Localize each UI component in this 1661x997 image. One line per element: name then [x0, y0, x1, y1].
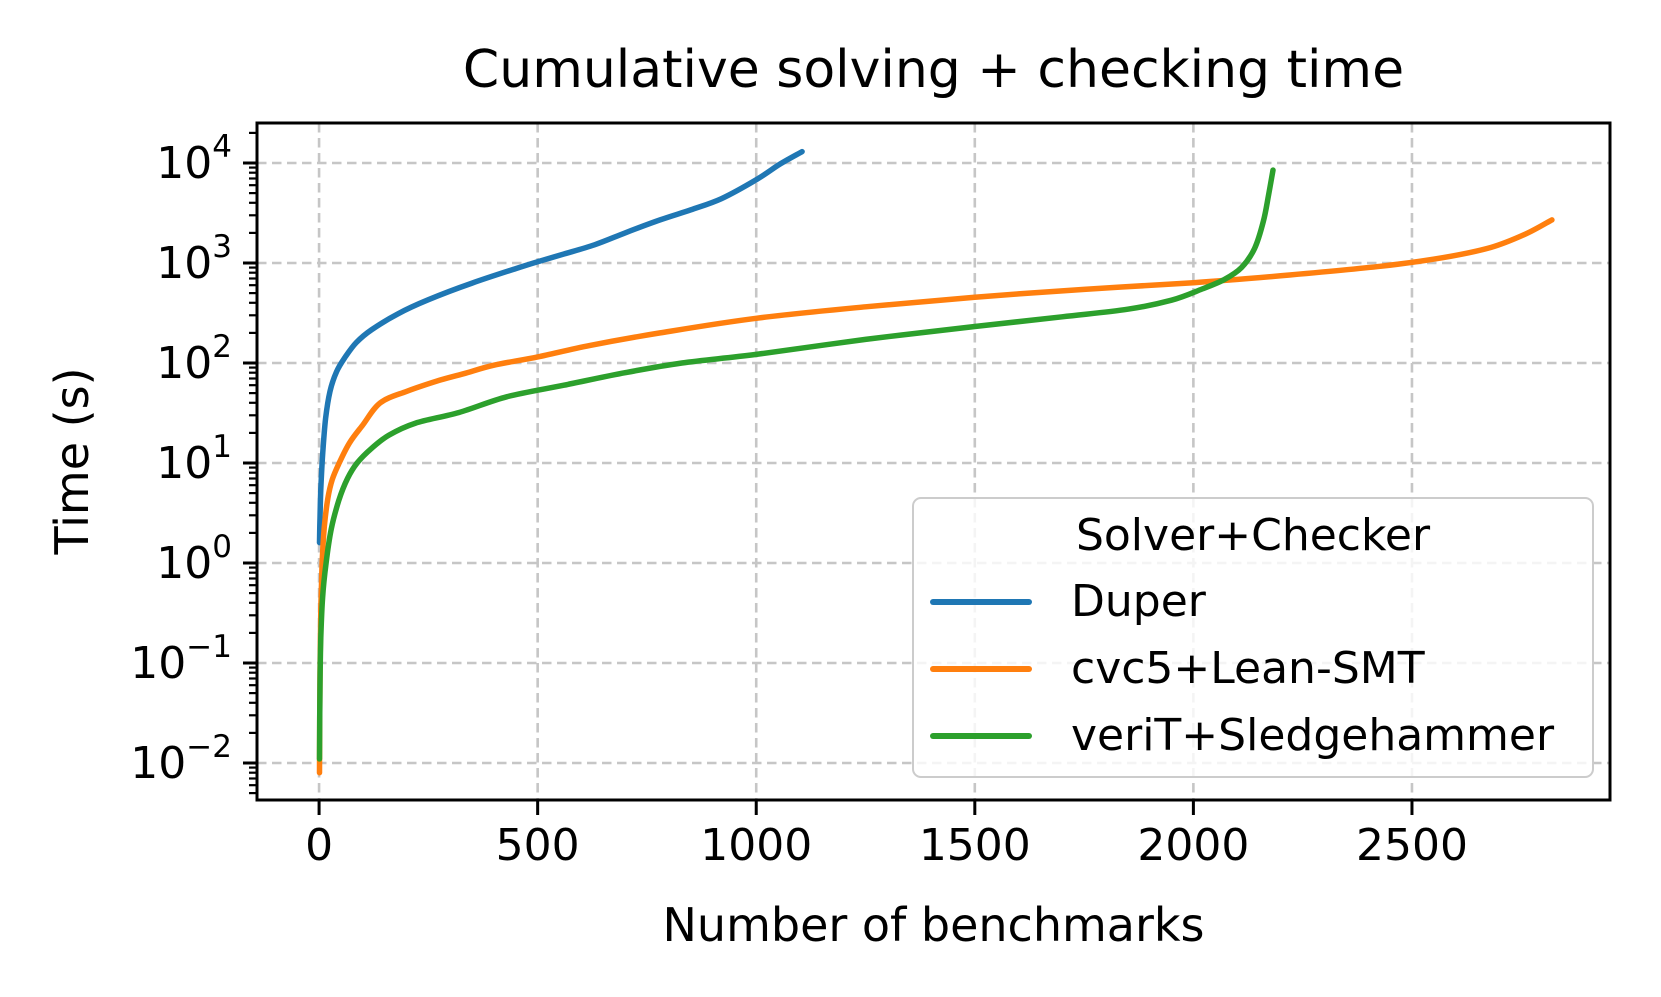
y-tick-label: 102 — [156, 329, 232, 389]
x-axis-label: Number of benchmarks — [662, 898, 1205, 952]
y-axis-label: Time (s) — [45, 367, 99, 555]
y-tick-label: 103 — [156, 229, 232, 289]
y-tick-label: 104 — [156, 129, 232, 189]
y-tick-label: 101 — [156, 429, 232, 489]
legend-item-label: Duper — [1071, 576, 1206, 627]
y-ticks — [243, 161, 257, 765]
x-tick-label: 500 — [496, 820, 580, 871]
y-tick-label: 10−1 — [130, 629, 232, 689]
y-tick-label: 10−2 — [130, 729, 232, 789]
series-line-verit-sledgehammer — [316, 167, 1276, 762]
y-minor-ticks — [249, 131, 257, 795]
legend: Solver+Checker Duper cvc5+Lean-SMT veriT+S… — [912, 497, 1594, 778]
legend-title: Solver+Checker — [1075, 510, 1431, 561]
legend-line-swatch — [930, 598, 1032, 605]
x-tick-label: 2000 — [1137, 820, 1249, 871]
legend-line-swatch — [930, 732, 1032, 739]
legend-item-label: cvc5+Lean-SMT — [1071, 643, 1425, 694]
x-tick-label: 0 — [305, 820, 333, 871]
y-tick-label: 100 — [156, 529, 232, 589]
x-tick-label: 2500 — [1356, 820, 1468, 871]
legend-item: Duper — [914, 568, 1592, 635]
legend-line-swatch — [930, 665, 1032, 672]
series-line-cvc5-lean-smt — [316, 217, 1555, 776]
x-ticks — [317, 800, 1414, 815]
x-tick-label: 1000 — [700, 820, 812, 871]
legend-item: cvc5+Lean-SMT — [914, 635, 1592, 702]
legend-item-label: veriT+Sledgehammer — [1071, 710, 1555, 761]
series-line-duper — [316, 148, 805, 546]
x-tick-label: 1500 — [919, 820, 1031, 871]
legend-item: veriT+Sledgehammer — [914, 702, 1592, 769]
chart-title: Cumulative solving + checking time — [462, 40, 1405, 100]
